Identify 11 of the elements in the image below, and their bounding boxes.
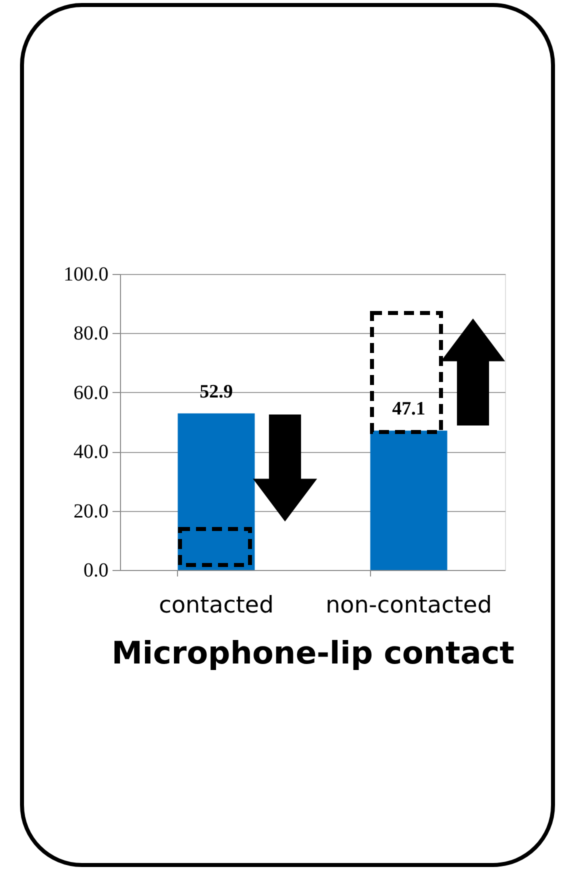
y-tick-label: 40.0 xyxy=(74,441,108,464)
y-tick-label: 100.0 xyxy=(64,264,108,286)
y-tick-label: 20.0 xyxy=(74,500,108,522)
data-label: 47.1 xyxy=(392,398,426,420)
y-tick-label: 60.0 xyxy=(74,382,108,404)
data-label: 52.9 xyxy=(200,381,233,402)
y-tick-label: 0.0 xyxy=(84,560,108,582)
x-tick-label: non-contacted xyxy=(326,592,492,618)
x-tick-label: contacted xyxy=(158,592,274,618)
y-tick-label: 80.0 xyxy=(74,322,108,345)
x-axis-title: Microphone-lip contact xyxy=(112,636,515,672)
